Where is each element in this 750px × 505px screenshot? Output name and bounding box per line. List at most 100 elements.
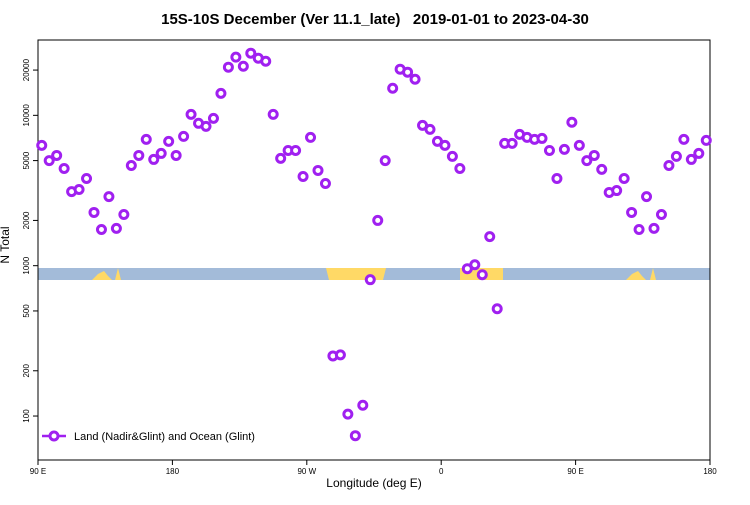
data-point	[43, 155, 55, 167]
data-point	[655, 208, 667, 220]
data-point	[573, 139, 585, 151]
data-point	[51, 149, 63, 161]
data-point	[678, 133, 690, 145]
data-point	[81, 173, 93, 185]
data-point	[36, 139, 48, 151]
data-point	[103, 191, 115, 203]
x-tick-label: 90 E	[567, 467, 583, 476]
data-point	[275, 152, 287, 164]
data-point	[222, 61, 234, 73]
land-patch	[115, 268, 121, 280]
data-point	[484, 231, 496, 243]
legend-label: Land (Nadir&Glint) and Ocean (Glint)	[74, 431, 255, 443]
data-point	[267, 108, 279, 120]
y-tick-label: 100	[22, 409, 31, 423]
data-point	[110, 222, 122, 234]
legend-marker	[48, 430, 60, 442]
data-point	[207, 112, 219, 124]
data-point	[319, 178, 331, 190]
data-point	[596, 163, 608, 175]
data-point	[125, 159, 137, 171]
data-point	[334, 349, 346, 361]
data-point	[178, 130, 190, 142]
data-point	[215, 87, 227, 99]
data-point	[379, 155, 391, 167]
data-point	[185, 108, 197, 120]
x-tick-label: 180	[166, 467, 180, 476]
y-axis-label: N Total	[0, 226, 12, 263]
y-tick-label: 10000	[22, 104, 31, 127]
data-point	[566, 116, 578, 128]
data-point	[469, 259, 481, 271]
y-tick-label: 1000	[22, 256, 31, 274]
data-point	[297, 170, 309, 182]
data-point	[88, 206, 100, 218]
y-tick-label: 500	[22, 304, 31, 318]
data-point	[95, 224, 107, 236]
x-axis-label: Longitude (deg E)	[326, 476, 421, 490]
data-point	[558, 143, 570, 155]
data-point	[693, 147, 705, 159]
data-point	[349, 430, 361, 442]
data-point	[290, 144, 302, 156]
plot-frame	[37, 39, 711, 461]
data-point	[506, 137, 518, 149]
data-point	[409, 73, 421, 85]
data-point	[543, 144, 555, 156]
data-point	[402, 66, 414, 78]
data-point	[58, 162, 70, 174]
data-point	[700, 134, 712, 146]
data-point	[648, 222, 660, 234]
data-point	[305, 131, 317, 143]
data-point	[133, 149, 145, 161]
x-tick-label: 90 E	[30, 467, 46, 476]
data-point	[387, 82, 399, 94]
data-point	[424, 123, 436, 135]
data-point	[551, 173, 563, 185]
data-point	[618, 173, 630, 185]
data-point	[245, 47, 257, 59]
data-point	[439, 139, 451, 151]
land-patch	[650, 268, 656, 280]
x-tick-label: 90 W	[297, 467, 316, 476]
data-point	[670, 150, 682, 162]
data-point	[372, 214, 384, 226]
data-point	[491, 303, 503, 315]
data-point	[200, 120, 212, 132]
legend: Land (Nadir&Glint) and Ocean (Glint)	[42, 430, 255, 443]
data-point	[163, 135, 175, 147]
y-tick-label: 200	[22, 364, 31, 378]
x-tick-label: 180	[703, 467, 717, 476]
data-point	[454, 162, 466, 174]
land-patch	[626, 271, 646, 280]
data-point	[170, 149, 182, 161]
data-point	[312, 164, 324, 176]
data-point	[685, 153, 697, 165]
data-point	[536, 132, 548, 144]
data-point	[633, 224, 645, 236]
data-point	[581, 155, 593, 167]
chart-title: 15S-10S December (Ver 11.1_late) 2019-01…	[161, 11, 589, 28]
data-point	[118, 208, 130, 220]
data-point	[73, 184, 85, 196]
data-point	[641, 191, 653, 203]
data-point	[148, 153, 160, 165]
data-point	[140, 133, 152, 145]
y-tick-label: 5000	[22, 151, 31, 169]
data-point	[342, 408, 354, 420]
data-point	[626, 206, 638, 218]
data-point	[476, 269, 488, 281]
x-tick-label: 0	[439, 467, 444, 476]
data-point	[364, 274, 376, 286]
data-point	[237, 60, 249, 72]
data-point	[230, 51, 242, 63]
data-point	[155, 147, 167, 159]
y-tick-label: 2000	[22, 211, 31, 229]
data-point	[611, 185, 623, 197]
data-point	[663, 159, 675, 171]
land-patch	[326, 268, 386, 280]
data-point	[588, 149, 600, 161]
y-tick-label: 20000	[22, 58, 31, 81]
